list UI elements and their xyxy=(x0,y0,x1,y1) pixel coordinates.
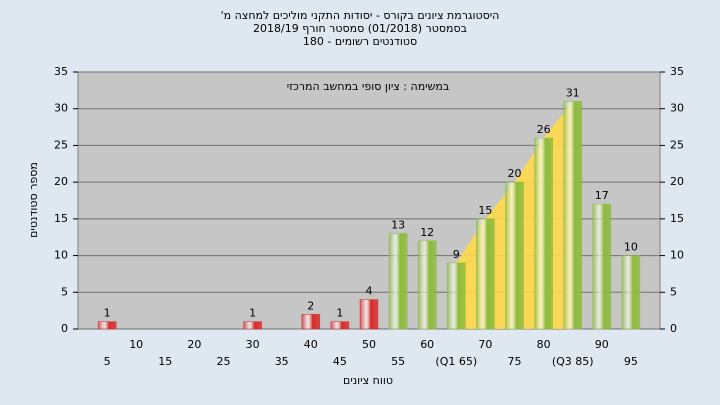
bar xyxy=(621,255,641,330)
chart-title: היסטוגרמת ציונים בקורס - יסודות התקני מו… xyxy=(221,9,500,22)
bar xyxy=(417,240,437,330)
x-tick-label: 90 xyxy=(595,338,609,351)
value-label: 20 xyxy=(508,167,522,180)
y-axis-label: מספר סטודנטים xyxy=(27,162,40,238)
value-label: 31 xyxy=(566,86,580,99)
bar xyxy=(505,181,524,330)
bar xyxy=(359,299,379,330)
y-tick-label-right: 20 xyxy=(670,175,684,188)
bar xyxy=(330,321,350,330)
y-tick-label-right: 15 xyxy=(670,212,684,225)
x-tick-label: (Q1 65) xyxy=(435,355,477,368)
bar xyxy=(301,314,321,330)
y-tick-label: 20 xyxy=(54,175,68,188)
x-tick-label: 80 xyxy=(537,338,551,351)
x-tick-label: 20 xyxy=(187,338,201,351)
value-label: 2 xyxy=(307,299,314,312)
y-tick-label-right: 30 xyxy=(670,102,684,115)
y-tick-label: 15 xyxy=(54,212,68,225)
x-tick-label: 10 xyxy=(129,338,143,351)
bar xyxy=(97,321,117,330)
bar xyxy=(388,233,408,330)
y-tick-label: 25 xyxy=(54,138,68,151)
x-axis-label: טווח ציונים xyxy=(343,374,393,387)
x-tick-label: (Q3 85) xyxy=(552,355,594,368)
bar xyxy=(476,218,495,330)
value-label: 1 xyxy=(104,307,111,320)
y-tick-label: 30 xyxy=(54,102,68,115)
y-tick-label-right: 10 xyxy=(670,249,684,262)
x-tick-label: 40 xyxy=(304,338,318,351)
x-tick-label: 35 xyxy=(275,355,289,368)
x-tick-label: 45 xyxy=(333,355,347,368)
value-label: 1 xyxy=(336,307,343,320)
annotation: במשימה : ציון סופי במחשב המרכזי xyxy=(287,80,450,93)
value-label: 10 xyxy=(624,241,638,254)
value-label: 26 xyxy=(537,123,551,136)
y-tick-label: 10 xyxy=(54,249,68,262)
x-tick-label: 55 xyxy=(391,355,405,368)
y-tick-label-right: 5 xyxy=(670,285,677,298)
value-label: 12 xyxy=(420,226,434,239)
x-tick-label: 70 xyxy=(478,338,492,351)
y-tick-label-right: 35 xyxy=(670,65,684,78)
value-label: 9 xyxy=(453,248,460,261)
x-tick-label: 15 xyxy=(158,355,172,368)
x-tick-label: 25 xyxy=(217,355,231,368)
value-label: 1 xyxy=(249,307,256,320)
bar xyxy=(243,321,262,330)
chart-subtitle: סטודנטים רשומים - 180 xyxy=(303,35,417,48)
y-tick-label-right: 0 xyxy=(670,322,677,335)
bar xyxy=(447,262,466,330)
y-tick-label: 0 xyxy=(61,322,68,335)
y-tick-label-right: 25 xyxy=(670,138,684,151)
chart-subtitle: בסמסטר (01/2018) סמסטר חורף 2018/19 xyxy=(253,22,467,35)
bar xyxy=(592,203,612,330)
y-tick-label: 35 xyxy=(54,65,68,78)
value-label: 17 xyxy=(595,189,609,202)
value-label: 15 xyxy=(478,204,492,217)
x-tick-label: 5 xyxy=(104,355,111,368)
bar xyxy=(534,137,553,330)
x-tick-label: 50 xyxy=(362,338,376,351)
x-tick-label: 60 xyxy=(420,338,434,351)
y-tick-label: 5 xyxy=(61,285,68,298)
x-tick-label: 75 xyxy=(508,355,522,368)
value-label: 13 xyxy=(391,219,405,232)
x-tick-label: 95 xyxy=(624,355,638,368)
bar xyxy=(563,101,582,330)
x-tick-label: 30 xyxy=(246,338,260,351)
value-label: 4 xyxy=(366,285,373,298)
